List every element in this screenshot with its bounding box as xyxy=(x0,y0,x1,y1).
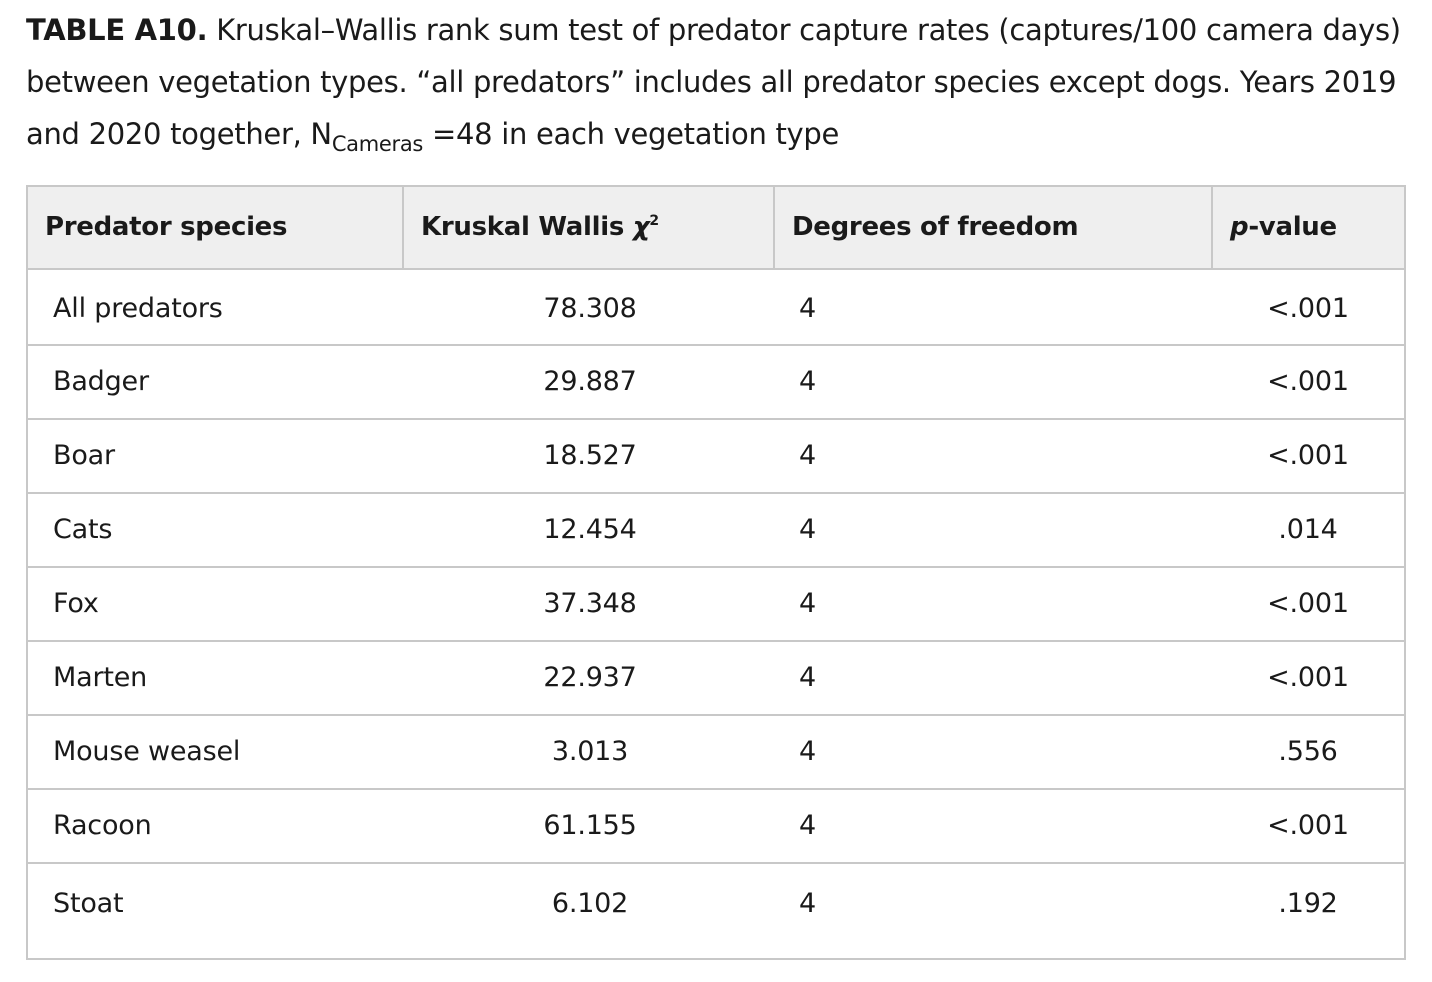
table-row: Cats 12.454 4 .014 xyxy=(28,494,1404,568)
df-cell: 4 xyxy=(799,514,816,545)
p-value-cell: <.001 xyxy=(1267,366,1349,397)
caption-tail: =48 in each vegetation type xyxy=(423,117,840,151)
chi-superscript: 2 xyxy=(649,213,659,229)
species-cell: Stoat xyxy=(53,888,124,919)
chi-square-cell: 61.155 xyxy=(543,810,637,841)
species-cell: Marten xyxy=(53,662,148,693)
species-cell: Cats xyxy=(53,514,113,545)
species-cell: Boar xyxy=(53,440,115,471)
chi-square-cell: 6.102 xyxy=(551,888,629,919)
p-value-cell: .556 xyxy=(1278,736,1338,767)
p-value-cell: <.001 xyxy=(1267,588,1349,619)
df-cell: 4 xyxy=(799,440,816,471)
header-predator-species: Predator species xyxy=(28,187,404,268)
df-cell: 4 xyxy=(799,293,816,324)
table-row: Stoat 6.102 4 .192 xyxy=(28,864,1404,960)
results-table: Predator species Kruskal Wallis χ2 Degre… xyxy=(26,185,1406,960)
chi-square-cell: 18.527 xyxy=(543,440,637,471)
chi-square-cell: 22.937 xyxy=(543,662,637,693)
chi-square-cell: 78.308 xyxy=(543,293,637,324)
table-row: Badger 29.887 4 <.001 xyxy=(28,346,1404,420)
df-cell: 4 xyxy=(799,888,816,919)
df-cell: 4 xyxy=(799,588,816,619)
header-degrees-of-freedom: Degrees of freedom xyxy=(775,187,1213,268)
table-label: TABLE A10. xyxy=(26,13,208,47)
caption-subscript: Cameras xyxy=(331,132,424,156)
header-p-value: p-value xyxy=(1213,187,1404,268)
chi-square-cell: 37.348 xyxy=(543,588,637,619)
table-row: All predators 78.308 4 <.001 xyxy=(28,270,1404,346)
table-row: Mouse weasel 3.013 4 .556 xyxy=(28,716,1404,790)
header-kruskal-wallis: Kruskal Wallis χ2 xyxy=(404,187,775,268)
p-value-cell: <.001 xyxy=(1267,810,1349,841)
table-row: Racoon 61.155 4 <.001 xyxy=(28,790,1404,864)
df-cell: 4 xyxy=(799,810,816,841)
p-value-cell: <.001 xyxy=(1267,440,1349,471)
species-cell: Fox xyxy=(53,588,99,619)
table-caption: TABLE A10. Kruskal–Wallis rank sum test … xyxy=(26,4,1416,160)
p-value-cell: <.001 xyxy=(1267,662,1349,693)
chi-symbol: χ xyxy=(632,212,650,242)
p-value-cell: <.001 xyxy=(1267,293,1349,324)
species-cell: Mouse weasel xyxy=(53,736,241,767)
caption-text: Kruskal–Wallis rank sum test of predator… xyxy=(26,13,1401,151)
chi-square-cell: 29.887 xyxy=(543,366,637,397)
chi-square-cell: 3.013 xyxy=(551,736,629,767)
species-cell: Badger xyxy=(53,366,149,397)
table-row: Marten 22.937 4 <.001 xyxy=(28,642,1404,716)
table-row: Boar 18.527 4 <.001 xyxy=(28,420,1404,494)
species-cell: Racoon xyxy=(53,810,152,841)
table-header-row: Predator species Kruskal Wallis χ2 Degre… xyxy=(28,187,1404,270)
header-kruskal-wallis-label: Kruskal Wallis xyxy=(421,212,633,242)
p-rest: -value xyxy=(1248,212,1337,242)
p-value-cell: .014 xyxy=(1278,514,1338,545)
df-cell: 4 xyxy=(799,366,816,397)
table-body: All predators 78.308 4 <.001 Badger 29.887 4 <.… xyxy=(28,270,1404,960)
p-value-cell: .192 xyxy=(1278,888,1338,919)
df-cell: 4 xyxy=(799,662,816,693)
table-row: Fox 37.348 4 <.001 xyxy=(28,568,1404,642)
species-cell: All predators xyxy=(53,293,223,324)
p-italic: p xyxy=(1230,212,1249,242)
df-cell: 4 xyxy=(799,736,816,767)
chi-square-cell: 12.454 xyxy=(543,514,637,545)
